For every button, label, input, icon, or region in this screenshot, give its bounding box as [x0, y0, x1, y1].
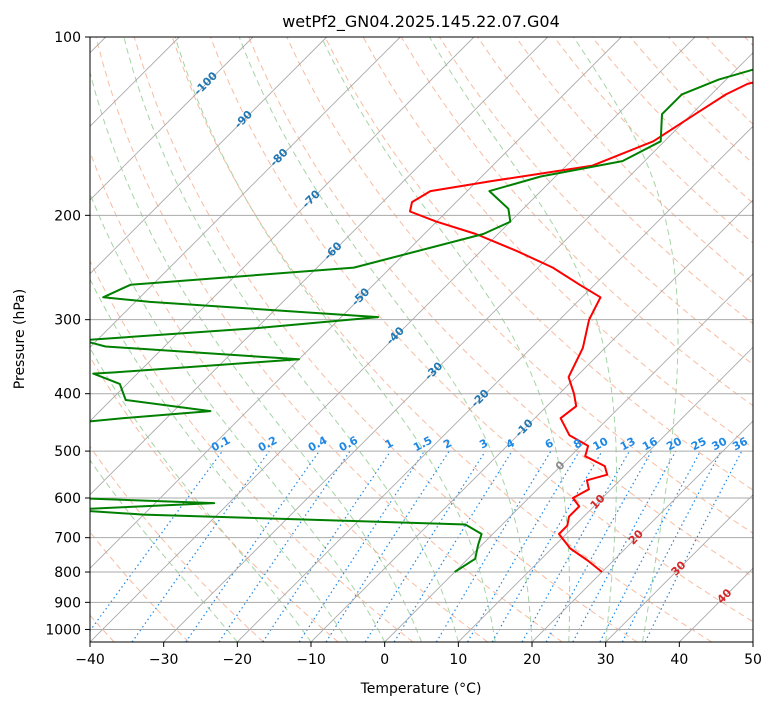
moist-adiabat	[90, 459, 238, 642]
y-tick-label: 700	[54, 531, 81, 547]
dry-adiabat	[324, 37, 753, 491]
moist-adiabat	[90, 278, 349, 642]
moist-adiabat	[174, 37, 496, 642]
y-tick-label: 300	[54, 313, 81, 329]
plot-area	[90, 37, 753, 642]
x-tick-label: 20	[523, 652, 541, 668]
mixing-ratio-label: 10	[591, 434, 611, 453]
dewpoint-profile-line	[90, 68, 753, 573]
moist-adiabat	[429, 37, 617, 642]
moist-adiabat	[238, 37, 533, 642]
mixing-ratio-label: 30	[710, 435, 730, 454]
isotherm-gridline	[90, 37, 696, 642]
moist-adiabat	[573, 37, 679, 642]
x-tick-label: 50	[744, 652, 762, 668]
mixing-ratio-line	[435, 450, 552, 642]
y-tick-label: 800	[54, 565, 81, 581]
x-axis-ticks: −40 −30 −20 −10 0 10 20 30 40 50	[75, 642, 762, 668]
dry-adiabat	[171, 37, 712, 642]
dry-adiabat	[286, 37, 753, 534]
isotherm-gridline	[384, 273, 753, 642]
isotherm-gridline	[90, 37, 328, 275]
mixing-ratio-line	[298, 450, 425, 642]
isotherm-gridline	[90, 37, 549, 496]
dry-adiabat	[248, 37, 753, 578]
plot-frame	[89, 36, 754, 643]
y-axis-label: Pressure (hPa)	[12, 289, 28, 389]
dry-adiabat	[90, 259, 414, 642]
x-tick-label: −40	[75, 652, 105, 668]
y-tick-label: 100	[54, 30, 81, 46]
moist-adiabat	[90, 192, 386, 642]
mixing-ratio-line	[185, 450, 320, 642]
y-axis-ticks: 100 200 300 400 500 600 700 800 900 1000	[45, 30, 90, 638]
mixing-ratio-line	[262, 450, 392, 642]
mixing-ratio-label: 36	[730, 435, 750, 454]
dry-adiabat	[90, 445, 264, 642]
moist-adiabat	[90, 70, 422, 642]
x-tick-label: 40	[670, 652, 688, 668]
mixing-ratio-label: 16	[640, 435, 660, 454]
isotherm-gridline	[236, 125, 753, 642]
mixing-ratio-line	[572, 450, 677, 642]
dry-adiabat	[515, 37, 753, 284]
dry-adiabat	[133, 37, 638, 642]
isotherm-gridline	[605, 494, 753, 642]
dry-adiabats	[90, 37, 753, 642]
y-tick-label: 600	[54, 491, 81, 507]
pressure-gridlines	[90, 37, 753, 630]
y-tick-label: 200	[54, 208, 81, 224]
x-tick-label: −30	[149, 652, 179, 668]
isotherm-gridline	[163, 52, 753, 642]
mixing-ratio-line	[599, 450, 702, 642]
temperature-profile-line	[409, 81, 753, 573]
mixing-ratio-line	[364, 450, 486, 642]
dry-adiabat	[95, 37, 563, 642]
y-tick-label: 500	[54, 444, 81, 460]
isotherm-gridline	[90, 37, 254, 201]
mixing-ratio-label: 13	[618, 435, 638, 454]
x-tick-label: −10	[296, 652, 326, 668]
mixing-ratio-lines	[90, 450, 743, 642]
sounding-series	[90, 68, 753, 573]
x-tick-label: 30	[597, 652, 615, 668]
y-tick-label: 1000	[45, 622, 81, 638]
moist-adiabat	[123, 37, 459, 642]
isotherm-gridline	[90, 37, 622, 569]
dry-adiabat	[210, 37, 753, 623]
mixing-ratio-line	[325, 450, 450, 642]
mixing-ratio-line	[218, 450, 351, 642]
isotherm-gridlines	[90, 37, 753, 642]
x-tick-label: 0	[380, 652, 389, 668]
y-tick-label: 400	[54, 387, 81, 403]
x-tick-label: 10	[449, 652, 467, 668]
x-tick-label: −20	[223, 652, 253, 668]
isotherm-gridline	[531, 420, 753, 642]
x-axis-label: Temperature (°C)	[360, 681, 482, 697]
isotherm-gridline	[310, 199, 753, 642]
moist-adiabat	[320, 37, 571, 642]
chart-title: wetPf2_GN04.2025.145.22.07.G04	[282, 12, 560, 32]
mixing-ratio-label: 20	[664, 434, 684, 453]
mixing-ratio-label: 25	[689, 435, 709, 454]
isotherm-gridline	[90, 37, 475, 422]
y-tick-label: 900	[54, 595, 81, 611]
isotherm-gridline	[457, 346, 753, 642]
mixing-ratio-line	[466, 450, 580, 642]
